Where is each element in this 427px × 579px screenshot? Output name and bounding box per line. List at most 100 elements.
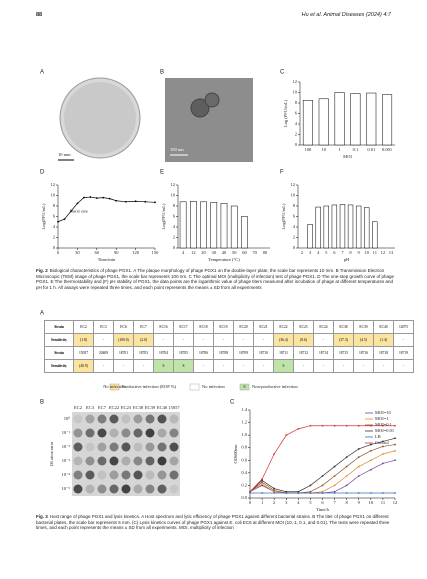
x-tick-label: 3 xyxy=(285,500,288,505)
plate-spot xyxy=(133,414,143,424)
x-tick-label: 12 xyxy=(381,250,386,255)
legend-label: MOI=0.01 xyxy=(375,428,394,433)
point xyxy=(261,481,263,484)
y-tick-label: 4 xyxy=(293,224,296,229)
y-tick-label: 1.4 xyxy=(241,407,247,412)
plate-spot xyxy=(73,484,83,494)
x-tick-label: 8 xyxy=(349,250,352,255)
running-title: Hu et al. Animal Diseases (2024) 4:7 xyxy=(301,12,391,18)
point xyxy=(82,196,85,199)
point xyxy=(309,490,312,493)
point xyxy=(115,199,118,202)
y-tick-label: 0 xyxy=(173,245,176,250)
bar xyxy=(382,94,393,146)
bar xyxy=(334,92,345,146)
y-tick-label: 8 xyxy=(53,203,56,208)
x-tick-label: 60 xyxy=(242,250,247,255)
point xyxy=(297,492,300,494)
point xyxy=(273,489,276,492)
y-tick-label: 0 xyxy=(295,142,298,147)
x-tick-label: 0.001 xyxy=(382,147,392,152)
plate-column-label: EC40 xyxy=(157,405,168,410)
bar xyxy=(241,216,248,249)
legend-label: MOI=0.1 xyxy=(375,422,392,427)
plate-row-label: 10⁰ xyxy=(64,416,71,421)
point xyxy=(321,484,324,487)
y-tick-label: 1.2 xyxy=(241,420,247,425)
host-range-table: Strain EC2 EC3 EC6 EC7 EC16 EC17 EC18 EC19 EC20 EC… xyxy=(44,320,414,373)
table-row: Sensitivity (1.8) - (100.0) (2.0) - - - - - - (36.4… xyxy=(44,333,414,347)
panel-label: D xyxy=(40,170,45,176)
point xyxy=(273,490,276,493)
plate-spot xyxy=(97,456,107,466)
y-tick-label: 4 xyxy=(295,121,298,126)
point xyxy=(309,492,312,494)
plate-spot xyxy=(169,442,179,452)
y-tick-label: 8 xyxy=(295,100,298,105)
y-tick-label: 2 xyxy=(173,235,175,240)
point xyxy=(369,468,372,471)
x-tick-label: 12 xyxy=(191,250,196,255)
point xyxy=(394,459,396,462)
table-cell: (4.5) xyxy=(353,333,374,347)
point xyxy=(321,490,324,493)
point xyxy=(309,484,312,487)
point xyxy=(394,449,396,452)
plate-spot xyxy=(109,484,119,494)
plate-spot xyxy=(85,484,95,494)
plate-spot xyxy=(133,470,143,480)
x-tick-label: 0.1 xyxy=(353,147,359,152)
y-tick-label: 2 xyxy=(293,235,295,240)
x-tick-label: 1 xyxy=(261,500,263,505)
plate-grid xyxy=(72,412,180,496)
legend-label: MOI=10 xyxy=(375,410,392,415)
bar xyxy=(323,205,329,249)
point xyxy=(261,483,263,486)
point xyxy=(321,475,324,477)
x-axis-label: Temperature (°C) xyxy=(208,257,240,262)
x-tick-label: 100 xyxy=(305,147,313,152)
point xyxy=(333,465,336,468)
x-tick-label: 2 xyxy=(301,250,303,255)
bar xyxy=(220,203,228,249)
y-tick-label: 12 xyxy=(51,182,56,187)
y-tick-label: 10 xyxy=(51,193,56,198)
bar xyxy=(347,204,354,249)
y-tick-label: 6 xyxy=(53,214,56,219)
panel-label: F xyxy=(280,170,284,176)
panel-label: B xyxy=(40,400,44,406)
x-axis-label: MOI xyxy=(343,154,352,159)
y-tick-label: 0.0 xyxy=(241,495,247,500)
x-axis-label: Time/min xyxy=(98,257,116,262)
point xyxy=(285,490,288,493)
y-tick-label: 8 xyxy=(293,203,296,208)
plate-spot xyxy=(169,484,179,494)
caption-text: Host range of phage PGX1 and lysis kinet… xyxy=(36,514,390,531)
point xyxy=(357,465,360,468)
plate-spot xyxy=(85,428,95,438)
legend-label: LB xyxy=(375,434,381,439)
x-tick-label: 70 xyxy=(252,250,257,255)
plate-column-label: EC38 xyxy=(133,405,144,410)
plate-spot xyxy=(73,442,83,452)
x-tick-label: 7 xyxy=(333,500,336,505)
point xyxy=(249,492,251,494)
plate-spot xyxy=(97,442,107,452)
point xyxy=(134,200,137,203)
table-cell: - xyxy=(133,359,154,373)
point xyxy=(95,197,98,200)
point xyxy=(369,459,372,462)
bar xyxy=(350,93,361,146)
plate-spot xyxy=(157,456,167,466)
bar xyxy=(331,204,338,249)
plate-agar xyxy=(64,82,136,154)
y-tick-label: 8 xyxy=(173,203,176,208)
plate-spot xyxy=(73,470,83,480)
panel-label: B xyxy=(160,70,164,76)
point xyxy=(345,424,348,427)
plate-spot xyxy=(85,442,95,452)
plate-spot xyxy=(121,442,131,452)
legend-symbol: S xyxy=(243,384,246,389)
panel-label: C xyxy=(280,70,285,76)
plate-spot xyxy=(73,456,83,466)
